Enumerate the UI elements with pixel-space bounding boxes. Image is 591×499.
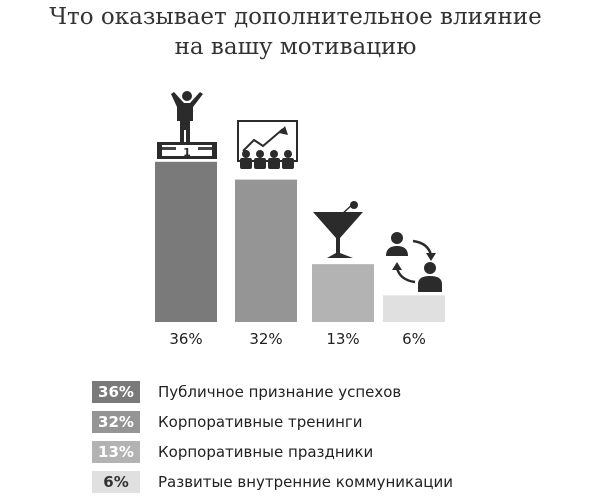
bars-group	[155, 161, 445, 322]
chart-title-line-1: Что оказывает дополнительное влияние	[49, 4, 542, 30]
legend-swatch: 36%	[92, 381, 140, 403]
legend-label: Корпоративные праздники	[158, 443, 374, 461]
value-labels-group: 36% 32% 13% 6%	[169, 330, 426, 348]
cocktail-glass-icon	[313, 201, 363, 258]
legend-swatch: 6%	[92, 471, 140, 493]
people-exchange-icon	[386, 232, 442, 292]
value-label-2: 32%	[249, 330, 282, 348]
chart-title: Что оказывает дополнительное влияние на …	[0, 2, 591, 62]
bar-1	[155, 161, 217, 322]
bar-4	[383, 295, 445, 322]
value-label-4: 6%	[402, 330, 426, 348]
legend-label: Развитые внутренние коммуникации	[158, 473, 454, 491]
value-label-3: 13%	[326, 330, 359, 348]
legend-swatch: 13%	[92, 441, 140, 463]
bar-3	[312, 264, 374, 322]
bar-2	[235, 179, 297, 322]
svg-text:1: 1	[183, 146, 191, 159]
legend-label: Публичное признание успехов	[158, 383, 402, 401]
podium-winner-icon: 1	[157, 91, 217, 159]
legend-label: Корпоративные тренинги	[158, 413, 363, 431]
chart-title-line-2: на вашу мотивацию	[174, 34, 417, 60]
presentation-growth-icon	[237, 120, 298, 169]
legend-swatch: 32%	[92, 411, 140, 433]
value-label-1: 36%	[169, 330, 202, 348]
